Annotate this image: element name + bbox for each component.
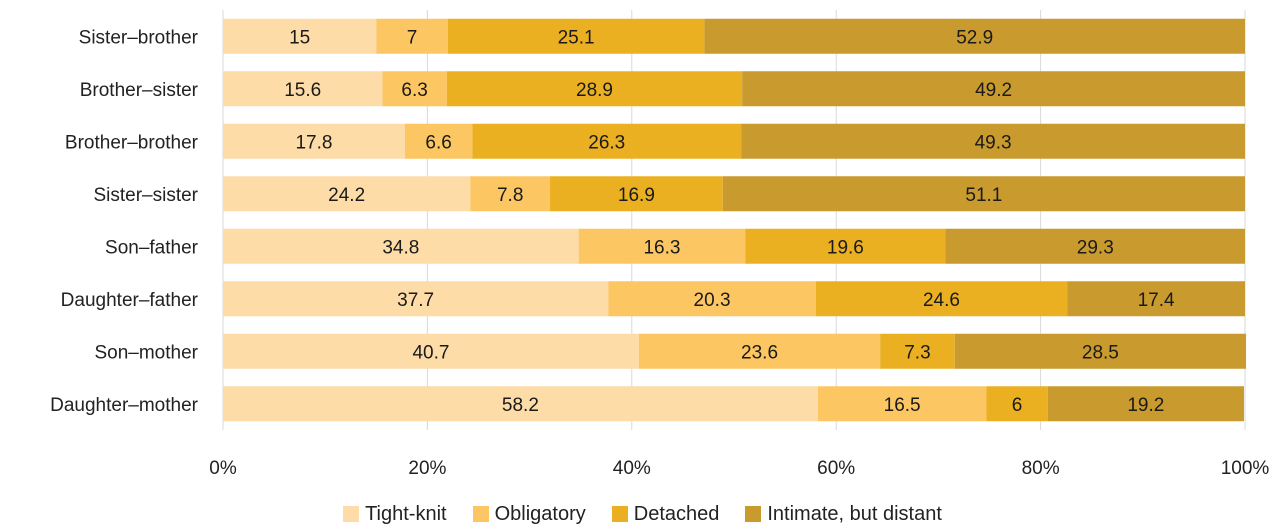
legend-label: Obligatory — [494, 502, 586, 525]
data-label: 17.4 — [1138, 290, 1175, 311]
data-label: 58.2 — [502, 395, 539, 416]
category-label: Sister–brother — [79, 27, 199, 48]
legend-label: Detached — [633, 502, 720, 525]
bar-segment — [817, 386, 987, 422]
legend-item: Obligatory — [472, 502, 586, 526]
bar-segment — [945, 228, 1245, 264]
bar-segment — [722, 176, 1245, 212]
data-label: 40.7 — [412, 342, 449, 363]
x-tick-label: 40% — [613, 458, 651, 479]
data-label: 17.8 — [295, 132, 332, 153]
data-label: 23.6 — [741, 342, 778, 363]
data-label: 52.9 — [956, 27, 993, 48]
data-label: 29.3 — [1077, 237, 1114, 258]
data-label: 15 — [289, 27, 310, 48]
x-tick-labels: 0% 20% 40% 60% 80% 100% — [209, 458, 1269, 479]
data-label: 16.5 — [884, 395, 921, 416]
data-label: 49.2 — [975, 80, 1012, 101]
legend-label: Intimate, but distant — [767, 502, 942, 525]
bar-segment — [376, 18, 448, 54]
bar-segment — [880, 333, 955, 369]
legend-label: Tight-knit — [365, 502, 447, 525]
bar-segment — [550, 176, 723, 212]
data-label: 24.2 — [328, 185, 365, 206]
data-label: 28.5 — [1082, 342, 1119, 363]
x-tick-label: 60% — [817, 458, 855, 479]
bar-segment — [470, 176, 551, 212]
legend-swatch — [745, 506, 762, 522]
bar-segment — [446, 71, 743, 107]
category-label: Sister–sister — [93, 185, 198, 206]
data-label: 7.8 — [497, 185, 523, 206]
legend-item: Tight-knit — [343, 503, 447, 526]
data-label: 26.3 — [588, 132, 625, 153]
bar-segment — [742, 71, 1245, 107]
bar-segment — [223, 333, 639, 369]
x-tick-label: 100% — [1221, 458, 1270, 479]
data-label: 37.7 — [397, 290, 434, 311]
bar-segment — [745, 228, 946, 264]
bar-segment — [638, 333, 881, 369]
category-label: Brother–sister — [80, 80, 199, 101]
data-label: 7 — [407, 27, 418, 48]
category-labels: Sister–brother Brother–sister Brother–brot… — [50, 27, 199, 416]
stacked-bar-chart: 15 7 25.1 52.9 15.6 6.3 28.9 49.2 17.8 6.6 26.3 49.… — [50, 10, 1269, 479]
bar-segment — [404, 123, 473, 159]
data-label: 6.3 — [401, 80, 427, 101]
data-label: 16.3 — [643, 237, 680, 258]
bar-segment — [223, 71, 383, 107]
data-label: 51.1 — [965, 185, 1002, 206]
bar-segment — [986, 386, 1048, 422]
bar-segment — [223, 176, 471, 212]
bar-segment — [223, 123, 405, 159]
bar-segment — [223, 281, 609, 317]
bar-segment — [954, 333, 1247, 369]
bar-segment — [223, 18, 377, 54]
bar-segment — [472, 123, 742, 159]
bar-segment — [741, 123, 1245, 159]
data-label: 34.8 — [382, 237, 419, 258]
legend-item: Detached — [611, 502, 720, 526]
legend-item: Intimate, but distant — [745, 503, 942, 526]
category-label: Daughter–mother — [50, 395, 199, 416]
category-label: Daughter–father — [61, 290, 199, 311]
data-label: 24.6 — [923, 290, 960, 311]
bar-segment — [1047, 386, 1244, 422]
bar-segment — [223, 228, 579, 264]
legend-swatch — [611, 506, 628, 522]
bars: 15 7 25.1 52.9 15.6 6.3 28.9 49.2 17.8 6.6 26.3 49.… — [223, 18, 1247, 422]
data-label: 25.1 — [558, 27, 595, 48]
x-tick-label: 0% — [209, 458, 237, 479]
data-label: 15.6 — [284, 80, 321, 101]
bar-segment — [578, 228, 746, 264]
data-label: 7.3 — [904, 342, 930, 363]
legend-swatch — [472, 506, 489, 522]
data-label: 20.3 — [694, 290, 731, 311]
data-label: 19.6 — [827, 237, 864, 258]
legend-swatch — [343, 506, 360, 522]
data-label: 6 — [1012, 395, 1023, 416]
bar-segment — [447, 18, 705, 54]
data-label: 16.9 — [618, 185, 655, 206]
bar-segment — [1067, 281, 1245, 317]
data-label: 28.9 — [576, 80, 613, 101]
data-label: 6.6 — [425, 132, 451, 153]
bar-segment — [608, 281, 816, 317]
category-label: Son–father — [105, 237, 199, 258]
bar-segment — [382, 71, 447, 107]
category-label: Brother–brother — [65, 132, 199, 153]
bar-segment — [223, 386, 818, 422]
data-label: 49.3 — [975, 132, 1012, 153]
bar-segment — [704, 18, 1245, 54]
legend: Tight-knit Obligatory Detached Intimate, bu… — [0, 500, 1285, 528]
data-label: 19.2 — [1127, 395, 1164, 416]
category-label: Son–mother — [94, 342, 198, 363]
x-tick-label: 20% — [408, 458, 446, 479]
x-tick-label: 80% — [1022, 458, 1060, 479]
bar-segment — [815, 281, 1068, 317]
